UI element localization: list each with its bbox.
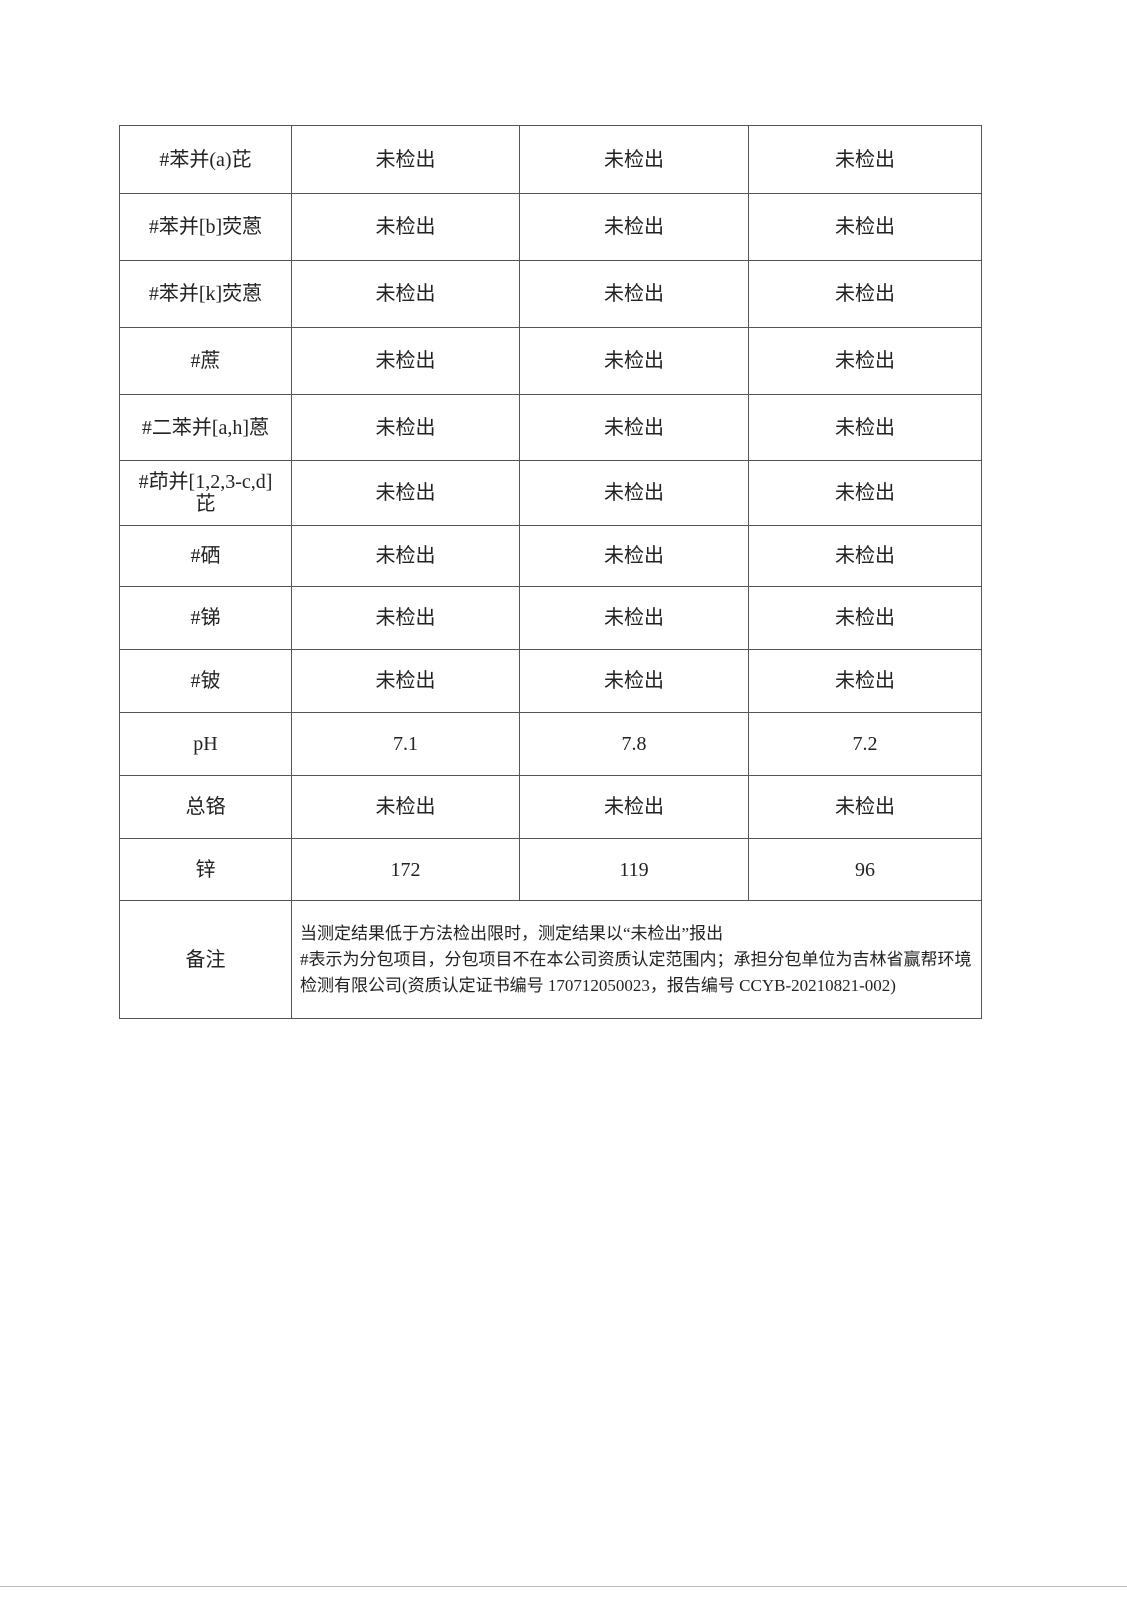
result-cell: 未检出 [748,649,982,713]
table-row: pH 7.1 7.8 7.2 [119,712,982,776]
table-row: #茚并[1,2,3-c,d]芘 未检出 未检出 未检出 [119,460,982,526]
result-cell: 未检出 [748,125,982,194]
result-cell: 未检出 [519,327,749,395]
item-name: 总铬 [119,775,292,839]
result-cell: 未检出 [291,394,520,461]
item-name: #锑 [119,586,292,650]
item-name: #苯并[k]荧蒽 [119,260,292,328]
result-cell: 7.2 [748,712,982,776]
result-cell: 未检出 [748,525,982,587]
page-edge-line [0,1586,1127,1587]
table-row: #二苯并[a,h]蒽 未检出 未检出 未检出 [119,394,982,461]
remarks-text: 当测定结果低于方法检出限时，测定结果以“未检出”报出 #表示为分包项目，分包项目… [291,900,982,1019]
result-cell: 未检出 [519,525,749,587]
result-cell: 未检出 [748,394,982,461]
table-row: #硒 未检出 未检出 未检出 [119,525,982,587]
table-row: #铍 未检出 未检出 未检出 [119,649,982,713]
table-row: 锌 172 119 96 [119,838,982,901]
table-row: #苯并(a)芘 未检出 未检出 未检出 [119,125,982,194]
item-name: pH [119,712,292,776]
remarks-row: 备注 当测定结果低于方法检出限时，测定结果以“未检出”报出 #表示为分包项目，分… [119,900,982,1019]
result-cell: 7.1 [291,712,520,776]
result-cell: 未检出 [291,460,520,526]
result-cell: 172 [291,838,520,901]
result-cell: 未检出 [291,775,520,839]
result-cell: 未检出 [291,327,520,395]
result-cell: 未检出 [748,460,982,526]
table-row: #蔗 未检出 未检出 未检出 [119,327,982,395]
item-name: #茚并[1,2,3-c,d]芘 [119,460,292,526]
remarks-line-2: #表示为分包项目，分包项目不在本公司资质认定范围内；承担分包单位为吉林省赢帮环境… [300,949,972,995]
item-name: #苯并[b]荧蒽 [119,193,292,261]
item-name: #二苯并[a,h]蒽 [119,394,292,461]
result-cell: 未检出 [748,327,982,395]
result-cell: 未检出 [519,193,749,261]
result-cell: 未检出 [291,193,520,261]
result-cell: 未检出 [291,525,520,587]
result-cell: 未检出 [748,260,982,328]
result-cell: 未检出 [519,260,749,328]
result-cell: 未检出 [519,649,749,713]
result-cell: 未检出 [291,586,520,650]
item-name: #铍 [119,649,292,713]
remarks-label: 备注 [119,900,292,1019]
result-cell: 未检出 [291,649,520,713]
result-cell: 未检出 [291,260,520,328]
item-name: #蔗 [119,327,292,395]
result-cell: 96 [748,838,982,901]
result-cell: 未检出 [519,125,749,194]
item-name: 锌 [119,838,292,901]
result-cell: 未检出 [519,394,749,461]
result-cell: 未检出 [519,586,749,650]
result-cell: 未检出 [519,460,749,526]
results-table: #苯并(a)芘 未检出 未检出 未检出 #苯并[b]荧蒽 未检出 未检出 未检出 #苯并[k]荧… [119,125,982,1019]
result-cell: 未检出 [748,586,982,650]
remarks-line-1: 当测定结果低于方法检出限时，测定结果以“未检出”报出 [300,923,724,943]
table-row: #苯并[k]荧蒽 未检出 未检出 未检出 [119,260,982,328]
result-cell: 未检出 [519,775,749,839]
table-row: 总铬 未检出 未检出 未检出 [119,775,982,839]
item-name: #硒 [119,525,292,587]
table-row: #锑 未检出 未检出 未检出 [119,586,982,650]
result-cell: 未检出 [291,125,520,194]
result-cell: 未检出 [748,193,982,261]
result-cell: 119 [519,838,749,901]
item-name: #苯并(a)芘 [119,125,292,194]
result-cell: 未检出 [748,775,982,839]
result-cell: 7.8 [519,712,749,776]
table-row: #苯并[b]荧蒽 未检出 未检出 未检出 [119,193,982,261]
